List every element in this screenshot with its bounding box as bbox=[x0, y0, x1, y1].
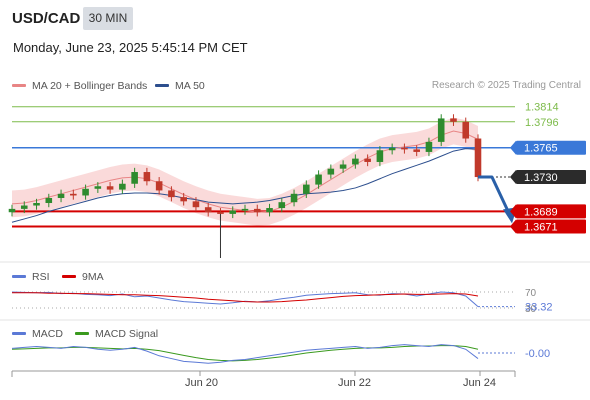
candle-body bbox=[45, 197, 53, 204]
rsi-ma-swatch bbox=[62, 275, 76, 278]
x-tick-label: Jun 20 bbox=[185, 377, 219, 389]
candle-body bbox=[217, 212, 224, 214]
instrument-title: USD/CAD bbox=[12, 10, 81, 27]
candle-body bbox=[462, 121, 470, 139]
candle-body bbox=[303, 184, 310, 194]
candle-body bbox=[437, 118, 445, 142]
candle-body bbox=[413, 149, 420, 152]
candle-body bbox=[33, 203, 40, 206]
macd-legend-label: MACD bbox=[32, 328, 63, 340]
level-label-pointer bbox=[510, 140, 516, 155]
candle-body bbox=[57, 193, 65, 198]
candle-body bbox=[119, 183, 126, 190]
candle-body bbox=[401, 147, 408, 150]
macd-signal-legend-label: MACD Signal bbox=[95, 328, 159, 340]
candle-body bbox=[106, 186, 114, 190]
header: USD/CAD 30 MIN bbox=[0, 0, 590, 38]
timeframe-badge[interactable]: 30 MIN bbox=[83, 7, 133, 30]
candle-body bbox=[364, 158, 371, 162]
x-tick-label: Jun 24 bbox=[463, 377, 497, 389]
level-label-pointer bbox=[510, 170, 516, 185]
candle-body bbox=[315, 174, 322, 185]
macd-swatch bbox=[12, 332, 26, 335]
rsi-level-label: 30 bbox=[525, 304, 537, 315]
level-label: 1.3730 bbox=[524, 172, 558, 184]
candle-body bbox=[278, 202, 286, 209]
candle-body bbox=[290, 193, 298, 203]
candle-body bbox=[192, 201, 200, 208]
level-label: 1.3765 bbox=[524, 143, 558, 155]
level-label: 1.3671 bbox=[524, 221, 558, 233]
level-label-pointer bbox=[510, 219, 516, 234]
bollinger-band bbox=[12, 117, 478, 226]
macd-value-label: -0.00 bbox=[525, 348, 550, 360]
timestamp: Monday, June 23, 2025 5:45:14 PM CET bbox=[13, 40, 248, 55]
candle-body bbox=[253, 208, 261, 213]
candle-body bbox=[266, 208, 273, 213]
candle-body bbox=[376, 150, 384, 162]
rsi-legend-label: RSI bbox=[32, 271, 50, 283]
rsi-value-label: 33.32 bbox=[525, 302, 553, 314]
rsi-ma-legend-label: 9MA bbox=[82, 271, 104, 283]
macd-signal-line bbox=[11, 345, 479, 362]
level-label: 1.3796 bbox=[525, 117, 559, 129]
candle-body bbox=[8, 208, 16, 213]
credit-text: Research © 2025 Trading Central bbox=[431, 80, 581, 91]
candle-body bbox=[241, 208, 249, 211]
candle-body bbox=[204, 207, 212, 213]
candle-body bbox=[143, 172, 151, 182]
level-label-box bbox=[516, 170, 586, 185]
price-legend: MA 20 + Bollinger Bands MA 50 bbox=[0, 78, 590, 94]
level-label-pointer bbox=[510, 204, 516, 219]
level-label-box bbox=[516, 219, 586, 234]
candle-body bbox=[474, 138, 482, 178]
candle-body bbox=[450, 118, 457, 122]
candle-body bbox=[339, 164, 347, 169]
ma50-line bbox=[11, 148, 479, 223]
candle-body bbox=[20, 205, 28, 209]
candle-body bbox=[388, 147, 396, 151]
candle-body bbox=[155, 181, 163, 191]
level-label-box bbox=[516, 204, 586, 219]
candle-body bbox=[70, 193, 77, 196]
level-label-box bbox=[516, 140, 586, 155]
ma50-swatch bbox=[155, 84, 169, 87]
candle-body bbox=[425, 141, 433, 152]
macd-signal-swatch bbox=[75, 332, 89, 335]
candle-body bbox=[180, 197, 187, 202]
candle-body bbox=[94, 186, 102, 189]
candle-body bbox=[327, 168, 335, 175]
level-label: 1.3814 bbox=[525, 102, 559, 114]
macd-line bbox=[11, 344, 479, 364]
candle-body bbox=[352, 158, 359, 165]
rsi-level-label: 70 bbox=[525, 288, 537, 299]
macd-legend: MACD MACD Signal bbox=[0, 326, 200, 342]
rsi-swatch bbox=[12, 275, 26, 278]
ma20-legend-label: MA 20 + Bollinger Bands bbox=[32, 80, 148, 92]
ma50-legend-label: MA 50 bbox=[175, 80, 205, 92]
rsi-legend: RSI 9MA bbox=[0, 269, 200, 285]
candle-body bbox=[82, 188, 89, 196]
candle-body bbox=[229, 210, 237, 214]
ma20-swatch bbox=[12, 84, 26, 87]
forecast-arrow bbox=[478, 175, 512, 217]
candle-body bbox=[168, 190, 175, 198]
level-label: 1.3689 bbox=[524, 206, 558, 218]
candle-body bbox=[131, 172, 138, 184]
x-tick-label: Jun 22 bbox=[338, 377, 372, 389]
rsi-ma-line bbox=[12, 292, 479, 303]
